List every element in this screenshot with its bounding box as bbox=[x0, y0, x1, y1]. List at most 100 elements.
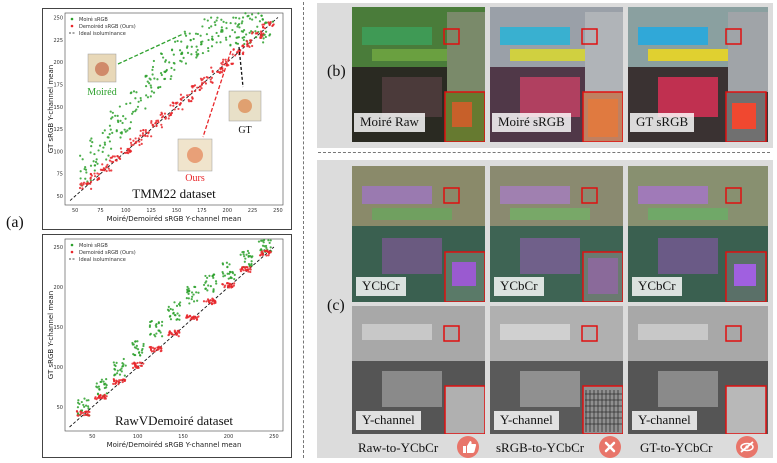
moire-point bbox=[221, 270, 224, 274]
moire-point bbox=[164, 59, 167, 62]
moire-point bbox=[192, 37, 195, 41]
moire-point bbox=[211, 35, 214, 38]
moire-point bbox=[162, 56, 165, 59]
moire-point bbox=[196, 299, 199, 302]
moire-point bbox=[228, 35, 232, 38]
moire-point bbox=[96, 392, 100, 395]
dataset-caption: RawVDemoiré dataset bbox=[115, 413, 233, 428]
ours-point bbox=[161, 115, 165, 118]
ours-point bbox=[196, 316, 199, 319]
ours-point bbox=[169, 113, 173, 117]
ours-point bbox=[108, 159, 112, 162]
moire-point bbox=[204, 281, 207, 284]
ours-point bbox=[149, 348, 153, 352]
moire-point bbox=[144, 85, 148, 88]
moire-point bbox=[207, 49, 210, 53]
y-tick-label: 225 bbox=[53, 38, 63, 44]
moire-point bbox=[207, 38, 210, 42]
moire-point bbox=[178, 49, 182, 52]
moire-point bbox=[194, 32, 198, 35]
x-tick-label: 250 bbox=[269, 434, 279, 440]
ours-point bbox=[268, 251, 271, 255]
moire-point bbox=[180, 60, 183, 63]
moire-point bbox=[138, 354, 142, 357]
ours-point bbox=[249, 270, 252, 274]
ours-point bbox=[101, 168, 104, 172]
ours-point bbox=[90, 187, 93, 190]
ours-point bbox=[141, 132, 145, 135]
moire-point bbox=[119, 368, 122, 372]
ours-point bbox=[210, 76, 213, 79]
raw-to-ycbcr-label: Raw-to-YCbCr bbox=[358, 440, 439, 455]
moire-point bbox=[262, 241, 265, 244]
moire-point bbox=[238, 17, 241, 20]
ours-arrow bbox=[202, 50, 232, 138]
moire-point bbox=[95, 158, 98, 161]
ours-point bbox=[186, 94, 189, 97]
ours-point bbox=[156, 346, 160, 349]
moire-point bbox=[102, 380, 105, 383]
moire-point bbox=[203, 18, 206, 21]
ours-point bbox=[201, 81, 204, 85]
moire-point bbox=[136, 105, 140, 108]
ours-point bbox=[259, 36, 262, 39]
gt-y-channel-caption: Y-channel bbox=[632, 411, 697, 430]
moire-point bbox=[135, 108, 138, 111]
ours-point bbox=[139, 134, 142, 137]
ours-point bbox=[174, 101, 178, 104]
moire-point bbox=[89, 164, 93, 167]
moire-point bbox=[115, 129, 118, 132]
moire-point bbox=[175, 304, 179, 307]
moire-point bbox=[157, 86, 160, 89]
moire-point bbox=[233, 278, 236, 281]
ours-point bbox=[199, 85, 202, 88]
ours-point bbox=[248, 39, 252, 42]
ours-point bbox=[190, 90, 194, 93]
ours-point bbox=[206, 298, 210, 301]
moire-point bbox=[180, 52, 183, 56]
moire-point bbox=[190, 45, 193, 48]
moire-point bbox=[179, 301, 182, 304]
ours-point bbox=[182, 96, 185, 99]
ours-point bbox=[193, 317, 196, 321]
moire-point bbox=[124, 117, 127, 120]
ours-point bbox=[151, 346, 155, 349]
x-tick-label: 100 bbox=[133, 434, 143, 440]
moire-point bbox=[267, 239, 270, 242]
ours-point bbox=[199, 77, 203, 80]
moire-point bbox=[90, 145, 93, 148]
moire-point bbox=[215, 41, 218, 44]
moire-point bbox=[172, 311, 175, 314]
moire-point bbox=[210, 45, 214, 48]
moire-point bbox=[186, 51, 190, 54]
moire-point bbox=[99, 380, 102, 384]
moire-point bbox=[151, 68, 154, 71]
x-tick-label: 100 bbox=[121, 208, 131, 214]
ours-thumbnail-cup bbox=[187, 147, 203, 163]
moire-point bbox=[168, 315, 171, 318]
ours-point bbox=[188, 93, 191, 97]
moire-point bbox=[96, 386, 99, 389]
moire-point bbox=[254, 16, 257, 19]
moire-point bbox=[122, 115, 125, 118]
moire-point bbox=[188, 32, 191, 35]
moire-point bbox=[122, 357, 125, 361]
ours-point bbox=[119, 157, 122, 161]
ours-point bbox=[146, 135, 149, 138]
moire-point bbox=[96, 162, 99, 165]
moire-point bbox=[165, 68, 168, 72]
moire-point bbox=[208, 26, 211, 30]
ours-point bbox=[264, 249, 268, 252]
ours-point bbox=[224, 284, 227, 287]
moire-point bbox=[93, 152, 96, 156]
moire-point bbox=[118, 105, 121, 108]
moire-point bbox=[265, 246, 268, 249]
moire-point bbox=[182, 56, 185, 59]
moire-point bbox=[95, 382, 98, 385]
y-tick-label: 250 bbox=[53, 245, 63, 251]
ours-point bbox=[108, 169, 111, 172]
ours-point bbox=[88, 410, 91, 414]
moire-point bbox=[105, 392, 108, 395]
moire-point bbox=[150, 319, 153, 323]
ours-point bbox=[129, 141, 133, 144]
